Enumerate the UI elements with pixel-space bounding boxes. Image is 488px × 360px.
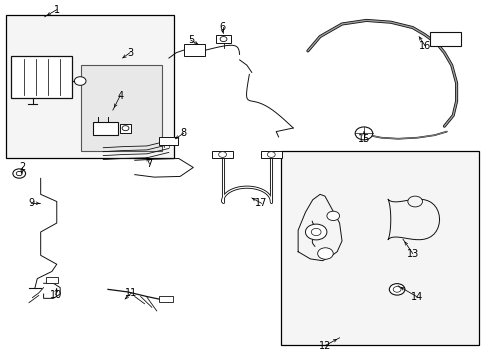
Text: 15: 15 <box>357 134 369 144</box>
Circle shape <box>218 152 226 157</box>
Bar <box>81 65 161 151</box>
Bar <box>260 150 282 158</box>
Bar <box>216 35 230 43</box>
Circle shape <box>354 127 372 140</box>
Circle shape <box>220 37 226 41</box>
Circle shape <box>16 171 22 176</box>
Circle shape <box>388 284 404 295</box>
Bar <box>120 124 131 133</box>
Bar <box>11 56 72 98</box>
Bar <box>159 137 177 145</box>
Bar <box>93 122 118 135</box>
Text: 1: 1 <box>54 5 60 15</box>
Bar <box>46 277 58 283</box>
Circle shape <box>305 224 326 240</box>
Text: 3: 3 <box>126 48 133 58</box>
Text: 5: 5 <box>187 35 194 45</box>
Text: 9: 9 <box>28 198 35 208</box>
Text: 6: 6 <box>219 22 225 32</box>
Text: 2: 2 <box>20 162 26 172</box>
Bar <box>5 15 173 158</box>
Circle shape <box>407 196 422 207</box>
Circle shape <box>392 287 400 292</box>
Text: 14: 14 <box>409 292 422 302</box>
Text: 12: 12 <box>318 341 330 351</box>
Circle shape <box>311 228 321 235</box>
Bar <box>159 296 172 302</box>
Bar <box>429 32 461 45</box>
Text: 8: 8 <box>180 129 186 138</box>
Circle shape <box>74 77 86 85</box>
Text: 13: 13 <box>406 248 418 258</box>
Circle shape <box>317 248 332 259</box>
Text: 10: 10 <box>50 290 62 300</box>
Text: 16: 16 <box>418 41 430 50</box>
Circle shape <box>122 126 129 131</box>
Bar <box>281 151 478 345</box>
Text: 11: 11 <box>125 288 137 298</box>
Text: 7: 7 <box>146 159 152 169</box>
Bar <box>183 44 205 56</box>
Circle shape <box>267 152 275 157</box>
Text: 4: 4 <box>117 91 123 101</box>
Bar <box>211 150 233 158</box>
Circle shape <box>13 169 25 178</box>
Text: 17: 17 <box>255 198 267 208</box>
Circle shape <box>326 211 339 221</box>
